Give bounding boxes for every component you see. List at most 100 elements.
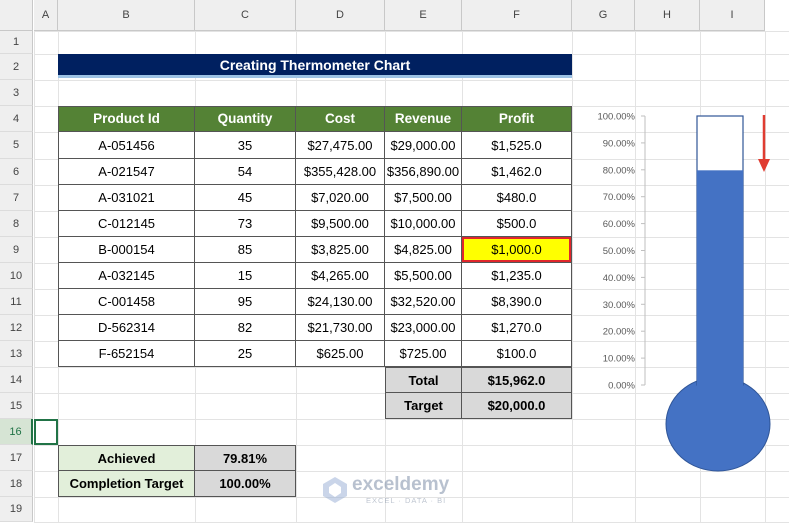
table-cell[interactable]: $24,130.00 [296,289,385,315]
total-label[interactable]: Total [385,367,462,393]
row-header-19[interactable]: 19 [0,497,33,522]
target-value[interactable]: $20,000.0 [462,393,572,419]
row-header-17[interactable]: 17 [0,445,33,471]
select-all-corner[interactable] [0,0,33,31]
column-header-a[interactable]: A [34,0,58,31]
table-cell[interactable]: $4,825.00 [385,237,462,263]
y-tick-label: 100.00% [597,112,635,123]
row-header-13[interactable]: 13 [0,341,33,367]
achieved-value[interactable]: 79.81% [195,445,296,471]
row-header-4[interactable]: 4 [0,106,33,132]
row-header-12[interactable]: 12 [0,315,33,341]
column-header-e[interactable]: E [385,0,462,31]
table-cell[interactable]: A-032145 [58,263,195,289]
table-cell[interactable]: $29,000.00 [385,132,462,159]
table-cell[interactable]: $1,235.0 [462,263,572,289]
row-header-10[interactable]: 10 [0,263,33,289]
table-cell[interactable]: $625.00 [296,341,385,367]
thermometer-chart[interactable]: 0.00% 10.00% 20.00% 30.00% 40.00% 50.00% 60.00… [585,105,785,480]
table-header-cell[interactable]: Cost [296,106,385,132]
active-cell[interactable] [34,419,58,445]
watermark: exceldemy EXCEL · DATA · BI [322,474,482,508]
row-header-1[interactable]: 1 [0,31,33,54]
column-header-d[interactable]: D [296,0,385,31]
highlighted-profit-cell[interactable]: $1,000.0 [462,237,572,263]
table-header-cell[interactable]: Quantity [195,106,296,132]
table-cell[interactable]: A-021547 [58,159,195,185]
row-header-7[interactable]: 7 [0,185,33,211]
thermometer-fill-bar [697,170,743,391]
table-header-cell[interactable]: Revenue [385,106,462,132]
table-cell[interactable]: 95 [195,289,296,315]
y-tick-label: 40.00% [603,273,636,284]
row-header-9[interactable]: 9 [0,237,33,263]
column-header-h[interactable]: H [635,0,700,31]
table-cell[interactable]: 85 [195,237,296,263]
table-cell[interactable]: A-051456 [58,132,195,159]
row-header-16[interactable]: 16 [0,419,33,445]
table-cell[interactable]: 73 [195,211,296,237]
column-header-g[interactable]: G [572,0,635,31]
row-header-15[interactable]: 15 [0,393,33,419]
exceldemy-logo-icon [323,477,347,503]
table-cell[interactable]: $1,462.0 [462,159,572,185]
row-header-6[interactable]: 6 [0,159,33,185]
horizontal-gridline [34,445,789,446]
table-cell[interactable]: C-012145 [58,211,195,237]
table-cell[interactable]: $356,890.00 [385,159,462,185]
table-cell[interactable]: 82 [195,315,296,341]
table-header-cell[interactable]: Profit [462,106,572,132]
table-cell[interactable]: 54 [195,159,296,185]
table-cell[interactable]: B-000154 [58,237,195,263]
y-tick-label: 70.00% [603,192,636,203]
table-cell[interactable]: $21,730.00 [296,315,385,341]
row-header-3[interactable]: 3 [0,80,33,106]
row-header-2[interactable]: 2 [0,54,33,80]
table-cell[interactable]: $7,500.00 [385,185,462,211]
row-header-8[interactable]: 8 [0,211,33,237]
table-cell[interactable]: $7,020.00 [296,185,385,211]
table-cell[interactable]: $100.0 [462,341,572,367]
column-header-c[interactable]: C [195,0,296,31]
table-cell[interactable]: $5,500.00 [385,263,462,289]
table-cell[interactable]: $23,000.00 [385,315,462,341]
table-cell[interactable]: $3,825.00 [296,237,385,263]
table-cell[interactable]: $480.0 [462,185,572,211]
completion-target-value[interactable]: 100.00% [195,471,296,497]
table-cell[interactable]: $1,270.0 [462,315,572,341]
sheet-title[interactable]: Creating Thermometer Chart [58,54,572,78]
column-header-b[interactable]: B [58,0,195,31]
table-cell[interactable]: D-562314 [58,315,195,341]
table-cell[interactable]: A-031021 [58,185,195,211]
column-header-i[interactable]: I [700,0,765,31]
table-cell[interactable]: 25 [195,341,296,367]
table-cell[interactable]: $500.0 [462,211,572,237]
target-label[interactable]: Target [385,393,462,419]
row-header-11[interactable]: 11 [0,289,33,315]
completion-target-label[interactable]: Completion Target [58,471,195,497]
vertical-gridline [572,31,573,522]
table-cell[interactable]: $27,475.00 [296,132,385,159]
row-header-18[interactable]: 18 [0,471,33,497]
table-cell[interactable]: $32,520.00 [385,289,462,315]
achieved-label[interactable]: Achieved [58,445,195,471]
y-tick-label: 10.00% [603,354,636,365]
table-cell[interactable]: $4,265.00 [296,263,385,289]
table-cell[interactable]: 15 [195,263,296,289]
table-cell[interactable]: $725.00 [385,341,462,367]
column-header-f[interactable]: F [462,0,572,31]
table-cell[interactable]: $1,525.0 [462,132,572,159]
table-cell[interactable]: $355,428.00 [296,159,385,185]
table-cell[interactable]: F-652154 [58,341,195,367]
table-cell[interactable]: C-001458 [58,289,195,315]
row-header-14[interactable]: 14 [0,367,33,393]
table-header-cell[interactable]: Product Id [58,106,195,132]
table-cell[interactable]: $10,000.00 [385,211,462,237]
table-cell[interactable]: $9,500.00 [296,211,385,237]
row-header-5[interactable]: 5 [0,132,33,159]
table-cell[interactable]: 35 [195,132,296,159]
table-cell[interactable]: 45 [195,185,296,211]
table-cell[interactable]: $8,390.0 [462,289,572,315]
total-value[interactable]: $15,962.0 [462,367,572,393]
